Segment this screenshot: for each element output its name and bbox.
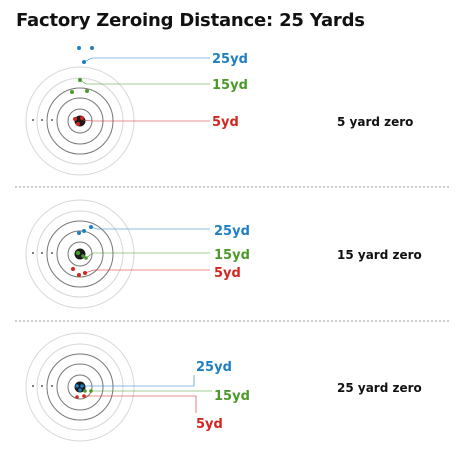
left-marker-dot: [51, 119, 53, 121]
leader-line-5yd: [84, 269, 210, 274]
leader-line-25yd: [90, 226, 210, 230]
target-ring: [25, 199, 135, 309]
target-ring: [36, 343, 124, 431]
shot-5yd: [76, 122, 80, 126]
leader-line-25yd: [82, 375, 195, 387]
target-ring: [46, 220, 114, 288]
label-15yd: 15yd: [214, 248, 250, 263]
label-25yd: 25yd: [196, 360, 232, 375]
leader-line-25yd: [83, 57, 210, 63]
target-2: [25, 199, 135, 309]
shot-25yd: [78, 388, 82, 392]
shot-15yd: [81, 254, 85, 258]
shot-5yd: [75, 395, 79, 399]
left-marker-dot: [51, 252, 53, 254]
shot-15yd: [85, 89, 89, 93]
leader-line-15yd: [85, 252, 210, 259]
target-3: [25, 332, 135, 442]
label-25yd: 25yd: [214, 224, 250, 239]
left-marker-dot: [32, 385, 34, 387]
left-marker-dot: [41, 385, 43, 387]
left-marker-dot: [41, 119, 43, 121]
zero-label: 25 yard zero: [337, 381, 422, 395]
label-5yd: 5yd: [196, 417, 223, 432]
leader-line-5yd: [84, 395, 197, 413]
label-5yd: 5yd: [214, 266, 241, 281]
shot-5yd: [73, 117, 77, 121]
target-ring: [67, 374, 93, 400]
zero-label: 5 yard zero: [337, 115, 413, 129]
shot-15yd: [83, 389, 87, 393]
target-ring: [46, 353, 114, 421]
left-marker-dot: [51, 385, 53, 387]
bullseye: [74, 115, 86, 127]
zero-label: 15 yard zero: [337, 248, 422, 262]
panel-25-yard-zero: 25yd 15yd 5yd 25 yard zero: [25, 332, 422, 442]
label-5yd: 5yd: [212, 115, 239, 130]
shot-25yd: [77, 231, 81, 235]
label-15yd: 15yd: [214, 389, 250, 404]
shot-15yd: [75, 250, 81, 256]
label-15yd: 15yd: [212, 78, 248, 93]
page-title: Factory Zeroing Distance: 25 Yards: [16, 10, 365, 31]
panel-15-yard-zero: 25yd 15yd 5yd 15 yard zero: [25, 199, 422, 309]
target-ring: [56, 230, 104, 278]
shot-5yd: [80, 116, 84, 120]
label-25yd: 25yd: [212, 52, 248, 67]
target-ring: [36, 210, 124, 298]
shot-5yd: [71, 267, 75, 271]
shot-25yd: [90, 46, 94, 50]
shot-25yd: [82, 229, 86, 233]
panel-5-yard-zero: 25yd 15yd 5yd 5 yard zero: [25, 46, 413, 176]
left-marker-dot: [32, 252, 34, 254]
shot-25yd: [77, 46, 81, 50]
left-marker-dot: [41, 252, 43, 254]
shot-25yd: [75, 384, 79, 388]
leader-line-5yd: [81, 119, 210, 122]
target-ring: [25, 332, 135, 442]
shot-5yd: [77, 273, 81, 277]
left-marker-dot: [32, 119, 34, 121]
leader-line-15yd: [79, 79, 210, 85]
shot-15yd: [70, 90, 74, 94]
target-ring: [56, 363, 104, 411]
